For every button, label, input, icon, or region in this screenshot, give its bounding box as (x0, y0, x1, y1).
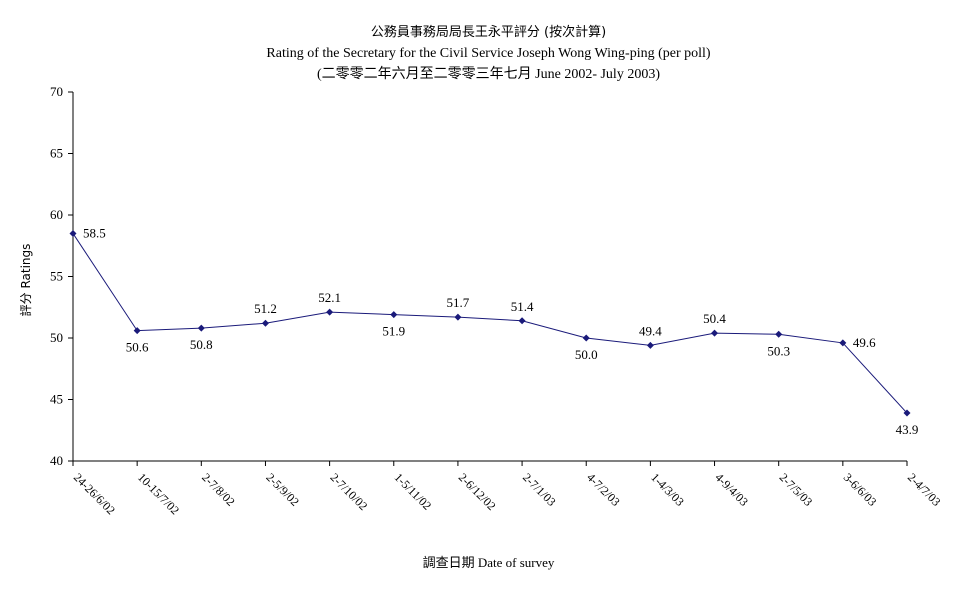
y-axis-title: 評分 Ratings (18, 244, 33, 317)
data-label: 50.4 (703, 311, 726, 326)
x-axis-title: 調查日期 Date of survey (422, 555, 555, 570)
data-label: 49.6 (853, 335, 876, 350)
x-tick-label: 10-15/7/02 (135, 470, 182, 517)
x-tick-label: 3-6/6/03 (841, 470, 880, 509)
x-tick-label: 2-7/10/02 (327, 470, 370, 513)
chart-title: Rating of the Secretary for the Civil Se… (266, 46, 711, 61)
data-label: 58.5 (83, 225, 106, 240)
data-label: 51.9 (382, 324, 405, 339)
data-point (326, 308, 334, 316)
y-tick-label: 40 (50, 453, 63, 468)
x-tick-label: 1-4/3/03 (648, 470, 687, 509)
x-tick-label: 2-7/5/03 (777, 470, 816, 509)
data-point (390, 311, 398, 319)
data-label: 50.0 (575, 347, 598, 362)
data-point (197, 324, 205, 332)
data-point (775, 330, 783, 338)
data-point (133, 327, 141, 335)
data-label: 50.6 (126, 340, 149, 355)
chart-subtitle: (二零零二年六月至二零零三年七月 June 2002- July 2003) (317, 67, 660, 82)
svg-text:評分 Ratings: 評分 Ratings (18, 244, 33, 317)
y-tick-label: 45 (50, 392, 63, 407)
data-label: 51.4 (511, 299, 534, 314)
x-tick-label: 1-5/11/02 (392, 470, 435, 513)
data-label: 43.9 (896, 422, 919, 437)
data-label: 52.1 (318, 290, 341, 305)
data-label: 50.8 (190, 337, 213, 352)
series-line (72, 233, 908, 414)
x-tick-label: 24-26/6/02 (71, 470, 118, 517)
data-point (582, 334, 590, 342)
data-label: 51.7 (447, 295, 470, 310)
x-tick-label: 2-4/7/03 (905, 470, 944, 509)
x-tick-label: 2-7/1/03 (520, 470, 559, 509)
x-tick-label: 4-7/2/03 (584, 470, 623, 509)
data-point (69, 229, 77, 237)
data-label: 50.3 (767, 343, 790, 358)
data-point (518, 317, 526, 325)
y-tick-label: 70 (50, 84, 63, 99)
y-tick-label: 55 (50, 269, 63, 284)
x-tick-label: 2-7/8/02 (199, 470, 238, 509)
y-tick-label: 50 (50, 330, 63, 345)
y-tick-label: 65 (50, 146, 63, 161)
data-label: 49.4 (639, 323, 662, 338)
data-point (261, 319, 269, 327)
chart-titles: 公務員事務局局長王永平評分 (按次計算) Rating of the Secre… (0, 22, 977, 85)
data-point (454, 313, 462, 321)
data-point (839, 339, 847, 347)
data-label: 51.2 (254, 301, 277, 316)
data-point (903, 409, 911, 417)
data-point (711, 329, 719, 337)
x-tick-label: 4-9/4/03 (712, 470, 751, 509)
y-tick-label: 60 (50, 207, 63, 222)
data-point (646, 341, 654, 349)
x-tick-label: 2-6/12/02 (456, 470, 499, 513)
chart-title-zh: 公務員事務局局長王永平評分 (按次計算) (370, 25, 607, 40)
x-tick-label: 2-5/9/02 (263, 470, 302, 509)
